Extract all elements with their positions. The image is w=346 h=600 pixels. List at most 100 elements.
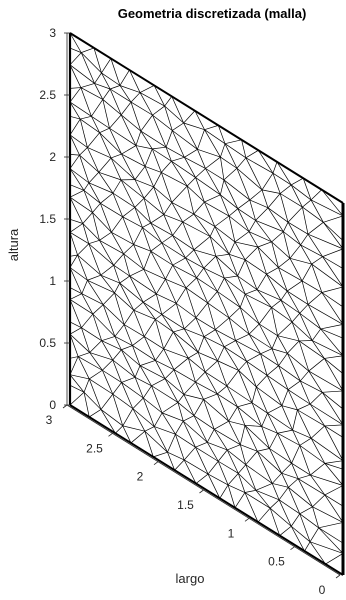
mesh-edge bbox=[69, 391, 85, 406]
mesh-edge bbox=[244, 424, 262, 427]
mesh-edge bbox=[69, 356, 79, 359]
mesh-edge bbox=[277, 433, 292, 464]
mesh-edge bbox=[235, 333, 250, 341]
mesh-edge bbox=[69, 385, 85, 393]
mesh-edge bbox=[69, 197, 84, 224]
mesh-edge bbox=[277, 321, 293, 336]
mesh-edge bbox=[219, 484, 229, 499]
mesh-edge bbox=[302, 199, 312, 208]
mesh-edge bbox=[91, 99, 104, 117]
mesh-edge bbox=[183, 122, 198, 150]
mesh-edge bbox=[184, 149, 198, 158]
mesh-edge bbox=[292, 429, 312, 439]
mesh-edge bbox=[114, 282, 121, 294]
mesh-edge bbox=[112, 394, 124, 426]
mesh-edge bbox=[142, 302, 156, 320]
mesh-edge bbox=[109, 128, 122, 155]
mesh-edge bbox=[92, 304, 104, 315]
mesh-edge bbox=[121, 153, 136, 180]
mesh-edge bbox=[130, 430, 146, 444]
mesh-edge bbox=[186, 177, 196, 187]
mesh-edge bbox=[165, 130, 173, 148]
mesh-edge bbox=[99, 240, 124, 255]
mesh-edge bbox=[123, 244, 134, 255]
mesh-edge bbox=[77, 243, 90, 256]
mesh-edge bbox=[277, 335, 300, 342]
mesh-edge bbox=[283, 222, 289, 232]
mesh-edge bbox=[321, 292, 344, 325]
mesh-edge bbox=[283, 231, 291, 259]
mesh-edge bbox=[304, 541, 311, 552]
mesh-edge bbox=[114, 292, 135, 311]
mesh-edge bbox=[267, 207, 289, 223]
mesh-edge bbox=[244, 425, 258, 452]
mesh-edge bbox=[257, 241, 272, 248]
mesh-edge bbox=[311, 256, 323, 265]
mesh-edge bbox=[255, 220, 272, 243]
mesh-edge bbox=[244, 246, 259, 260]
mesh-edge bbox=[153, 172, 162, 188]
mesh-edge bbox=[234, 492, 246, 508]
mesh-edge bbox=[144, 148, 153, 167]
mesh-edge bbox=[272, 172, 292, 186]
mesh-edge bbox=[309, 541, 344, 554]
mesh-edge bbox=[324, 355, 344, 359]
mesh-edge bbox=[214, 226, 230, 255]
mesh-edge bbox=[251, 402, 268, 414]
mesh-edge bbox=[278, 487, 289, 501]
mesh-edge bbox=[299, 312, 321, 330]
mesh-edge bbox=[69, 232, 78, 256]
mesh-edge bbox=[155, 360, 175, 371]
mesh-edge bbox=[121, 349, 141, 366]
mesh-edge bbox=[261, 173, 274, 191]
mesh-edge bbox=[121, 382, 144, 399]
mesh-edge bbox=[101, 72, 121, 86]
mesh-edge bbox=[134, 179, 154, 188]
mesh-edge bbox=[229, 253, 246, 261]
mesh-edge bbox=[310, 463, 326, 476]
mesh-edge bbox=[92, 212, 112, 233]
mesh-edge bbox=[255, 386, 268, 414]
mesh-edge bbox=[87, 280, 104, 305]
mesh-edge bbox=[312, 494, 326, 508]
mesh-edge bbox=[175, 420, 184, 435]
mesh-edge bbox=[205, 168, 225, 181]
mesh-edge bbox=[299, 437, 312, 446]
mesh-edge bbox=[318, 527, 344, 544]
mesh-edge bbox=[102, 304, 125, 325]
mesh-edge bbox=[289, 244, 301, 259]
mesh-edge bbox=[271, 307, 278, 336]
mesh-edge bbox=[109, 88, 132, 103]
mesh-edge bbox=[150, 251, 166, 280]
mesh-edge bbox=[182, 221, 195, 250]
mesh-edge bbox=[120, 179, 145, 199]
mesh-edge bbox=[188, 357, 206, 373]
mesh-edge bbox=[244, 259, 267, 275]
mesh-edge bbox=[120, 114, 137, 146]
mesh-edge bbox=[102, 370, 114, 395]
mesh-edge bbox=[121, 145, 137, 155]
mesh-edge bbox=[248, 323, 260, 335]
mesh-edge bbox=[110, 85, 121, 90]
mesh-edge bbox=[163, 214, 183, 223]
mesh-edge bbox=[155, 314, 163, 320]
mesh-edge bbox=[194, 110, 205, 130]
mesh-edge bbox=[215, 329, 225, 347]
mesh-edge bbox=[132, 345, 141, 366]
mesh-edge bbox=[81, 327, 91, 353]
mesh-edge bbox=[209, 236, 230, 255]
mesh-edge bbox=[228, 307, 241, 319]
mesh-edge bbox=[209, 236, 217, 257]
mesh-edge bbox=[239, 294, 246, 308]
mesh-edge bbox=[272, 161, 278, 174]
mesh-edge bbox=[69, 118, 81, 136]
mesh-edge bbox=[204, 129, 221, 158]
mesh-edge bbox=[287, 221, 309, 235]
mesh-edge bbox=[235, 340, 261, 355]
mesh-edge bbox=[78, 352, 90, 357]
mesh-edge bbox=[310, 199, 344, 217]
mesh-edge bbox=[77, 356, 90, 380]
mesh-edge bbox=[183, 459, 197, 484]
mesh-edge bbox=[227, 449, 246, 465]
mesh-edge bbox=[112, 192, 136, 208]
